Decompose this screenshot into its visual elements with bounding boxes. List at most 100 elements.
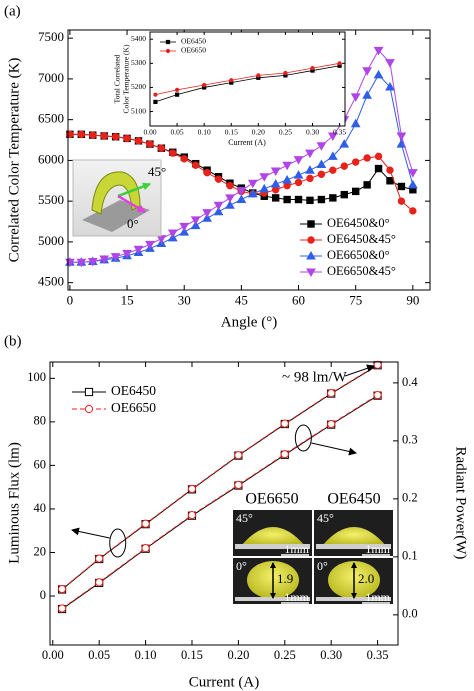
- marker: [259, 173, 270, 182]
- marker: [203, 168, 211, 177]
- marker: [247, 179, 258, 189]
- legend-label: OE6450: [111, 383, 156, 398]
- x-tick-label: 0.10: [198, 127, 211, 136]
- marker: [99, 255, 110, 265]
- marker: [397, 182, 406, 191]
- photo-angle: 45°: [236, 511, 253, 525]
- y2-tick-label: 0.0: [402, 607, 418, 621]
- legend-label: OE6650: [181, 46, 206, 55]
- marker: [187, 484, 197, 494]
- marker: [57, 604, 67, 613]
- marker: [179, 222, 190, 232]
- marker: [145, 240, 155, 250]
- marker: [141, 544, 150, 553]
- photo-dome: [241, 527, 305, 546]
- marker: [229, 78, 234, 83]
- marker: [374, 152, 383, 161]
- photo-angle: 0°: [317, 559, 328, 573]
- x-tick-label: 45: [235, 293, 248, 308]
- marker: [234, 480, 243, 490]
- y-axis-label: Luminous Flux (lm): [6, 442, 22, 564]
- marker: [256, 73, 261, 78]
- marker: [385, 82, 395, 91]
- y-axis-label: Correlated Color Temperature (K): [6, 58, 22, 263]
- marker: [87, 257, 98, 267]
- series-line: [61, 364, 378, 590]
- marker: [89, 131, 97, 139]
- marker: [247, 188, 258, 198]
- x-tick-label: 0.30: [306, 127, 319, 136]
- y-tick-label: 4500: [38, 274, 64, 289]
- marker: [294, 195, 303, 204]
- marker: [180, 155, 188, 163]
- marker: [226, 181, 234, 190]
- x-tick-label: 0.30: [320, 648, 342, 662]
- marker: [282, 161, 292, 171]
- marker: [110, 253, 121, 262]
- inset-image-arrow: [117, 194, 146, 214]
- photo-height: 1.9: [277, 571, 293, 586]
- marker: [280, 419, 289, 428]
- marker: [374, 164, 383, 173]
- y-tick-label: 7500: [38, 29, 64, 44]
- photo-scale: 1mm: [365, 542, 390, 556]
- legend-marker: [306, 268, 316, 278]
- marker: [306, 174, 314, 183]
- series-line: [155, 65, 340, 103]
- marker: [234, 451, 243, 460]
- plot-area: [150, 32, 345, 126]
- x-tick-label: 0.20: [227, 648, 249, 662]
- marker: [329, 166, 337, 174]
- marker: [317, 195, 326, 204]
- x-tick-label: 75: [349, 293, 362, 308]
- marker: [141, 519, 150, 528]
- marker: [213, 206, 224, 216]
- x-tick-label: 0.20: [252, 127, 265, 136]
- y2-axis-label: Radiant Power(W): [453, 447, 469, 560]
- x-tick-label: 60: [292, 293, 305, 308]
- photo-height: 2.0: [358, 571, 374, 586]
- legend-marker: [307, 236, 315, 244]
- marker: [283, 195, 291, 204]
- marker: [317, 170, 326, 178]
- marker: [187, 510, 197, 520]
- marker: [179, 227, 190, 236]
- photo-title-bg: [233, 490, 393, 510]
- panel-label: (a): [4, 3, 21, 19]
- marker: [134, 137, 143, 145]
- x-tick-label: 0.35: [367, 648, 389, 662]
- photo-title: OE6450: [327, 491, 380, 508]
- marker: [305, 165, 315, 174]
- series-line: [155, 62, 340, 96]
- y-tick-label: 60: [34, 457, 47, 471]
- x-tick-label: 90: [406, 293, 419, 308]
- panel-label: (b): [4, 333, 22, 349]
- photo-scale: 1mm: [284, 542, 309, 556]
- inset-y-label: Color Temperature (K): [122, 44, 131, 113]
- marker: [351, 187, 360, 196]
- y2-tick-label: 0.2: [402, 491, 418, 505]
- marker: [225, 194, 235, 203]
- x-tick-label: 0.15: [181, 648, 203, 662]
- y-tick-label: 5000: [38, 233, 64, 248]
- marker: [174, 92, 180, 97]
- marker: [327, 132, 338, 141]
- inset-image-arrow: [117, 182, 151, 198]
- marker: [100, 132, 108, 140]
- legend-label: OE6650&45°: [327, 264, 396, 278]
- annotation: ~ 98 lm/W: [282, 369, 348, 385]
- photo-title: OE6650: [245, 491, 298, 508]
- marker: [339, 139, 350, 148]
- y-tick-label: 5500: [38, 192, 64, 207]
- x-tick-label: 0.10: [135, 648, 157, 662]
- legend-marker: [306, 250, 316, 260]
- inset-image-arch: [91, 171, 141, 215]
- marker: [190, 216, 201, 225]
- marker: [283, 70, 288, 76]
- x-tick-label: 30: [178, 293, 191, 308]
- marker: [306, 196, 314, 205]
- marker: [386, 166, 394, 174]
- marker: [271, 194, 280, 202]
- x-tick-label: 0.00: [42, 648, 64, 662]
